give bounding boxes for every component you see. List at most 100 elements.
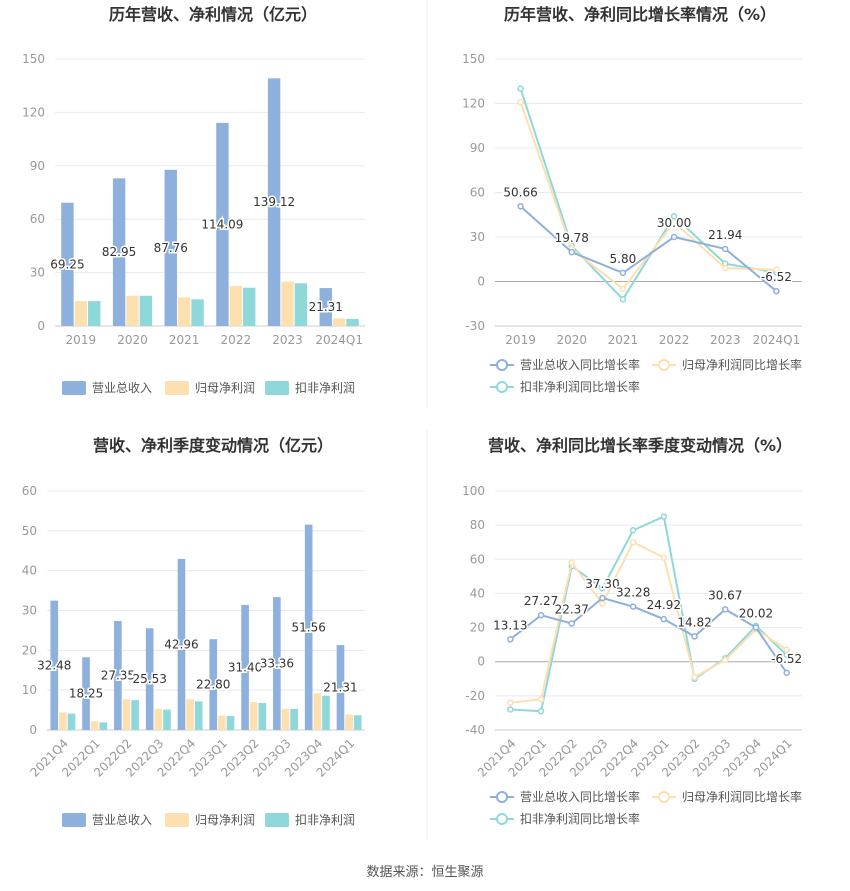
bar-parent-profit — [177, 297, 191, 326]
bar-deducted-profit — [99, 722, 108, 730]
bar-deducted-profit — [243, 287, 256, 326]
bar-deducted-profit — [346, 318, 359, 326]
y-tick-label: 90 — [30, 159, 45, 173]
y-tick-label: 120 — [462, 97, 485, 111]
data-label: 13.13 — [493, 618, 527, 632]
x-tick-label: 2022 — [659, 333, 690, 347]
data-label: 32.48 — [37, 658, 71, 672]
y-tick-label: 10 — [22, 683, 37, 697]
y-tick-label: 40 — [470, 586, 485, 600]
bar-revenue — [319, 288, 332, 326]
series-point — [599, 585, 606, 592]
legend-item[interactable]: 营业总收入 — [62, 813, 152, 827]
bar-parent-profit — [122, 699, 131, 730]
y-tick-label: 30 — [22, 604, 37, 618]
legend-label: 归母净利润 — [195, 813, 255, 827]
series-point — [722, 245, 729, 253]
series-line — [509, 596, 788, 674]
y-tick-label: 60 — [22, 484, 37, 498]
y-tick-label: 0 — [477, 655, 485, 669]
y-tick-label: 150 — [22, 52, 45, 66]
bar-deducted-profit — [226, 716, 235, 730]
legend-item[interactable]: 扣非净利润 — [265, 381, 355, 395]
series-point — [619, 269, 627, 277]
data-label: 114.09 — [201, 217, 243, 231]
legend-item[interactable]: 营业总收入同比增长率 — [490, 789, 640, 804]
bar-deducted-profit — [131, 700, 139, 730]
y-tick-label: 50 — [22, 524, 37, 538]
legend-item[interactable]: 扣非净利润同比增长率 — [490, 379, 640, 394]
legend-swatch-marker — [658, 791, 670, 803]
y-tick-label: 60 — [30, 212, 45, 226]
data-label: 27.35 — [101, 669, 135, 683]
legend-item[interactable]: 扣非净利润 — [265, 813, 355, 827]
series-point — [783, 646, 790, 654]
data-source-note: 数据来源：恒生聚源 — [366, 865, 483, 880]
legend-item[interactable]: 归母净利润 — [165, 813, 255, 827]
data-label: 27.27 — [524, 594, 558, 608]
bar-revenue — [177, 558, 186, 730]
legend-item[interactable]: 营业总收入同比增长率 — [490, 357, 640, 372]
legend-item[interactable]: 归母净利润 — [165, 381, 255, 395]
legend-label: 归母净利润同比增长率 — [682, 789, 802, 804]
data-label: 31.40 — [228, 660, 262, 674]
series-line — [510, 515, 788, 713]
x-tick-label: 2021 — [169, 333, 200, 347]
series-line — [519, 88, 777, 301]
data-label: 25.53 — [132, 672, 166, 686]
series-point — [629, 527, 637, 534]
legend-item[interactable]: 归母净利润同比增长率 — [652, 357, 802, 372]
data-label: 139.12 — [253, 195, 295, 209]
legend-label: 归母净利润同比增长率 — [682, 357, 802, 372]
bar-parent-profit — [186, 699, 194, 730]
y-tick-label: 60 — [470, 186, 485, 200]
bar-deducted-profit — [290, 708, 298, 730]
data-label: 32.28 — [616, 586, 650, 600]
series-point — [722, 264, 729, 272]
series-point — [568, 620, 575, 627]
bar-parent-profit — [332, 318, 346, 326]
legend-swatch-marker — [496, 813, 508, 825]
bar-revenue — [241, 604, 249, 730]
legend-item[interactable]: 营业总收入 — [62, 381, 152, 395]
series-point — [517, 203, 524, 210]
annual-amount-title: 历年营收、净利情况（亿元） — [109, 5, 317, 24]
legend-swatch-marker — [658, 359, 670, 371]
bar-parent-profit — [218, 715, 226, 730]
bar-parent-profit — [154, 708, 163, 730]
y-tick-label: 40 — [22, 564, 37, 578]
series-point — [537, 696, 545, 703]
bar-parent-profit — [74, 301, 88, 326]
bar-parent-profit — [281, 281, 294, 326]
bar-revenue — [267, 78, 281, 327]
data-label: 5.80 — [610, 252, 637, 266]
legend-swatch-marker — [496, 791, 508, 803]
bar-deducted-profit — [294, 283, 308, 326]
legend-item[interactable]: 扣非净利润同比增长率 — [490, 811, 640, 826]
series-point — [783, 669, 790, 677]
y-tick-label: 150 — [462, 52, 485, 66]
legend-label: 营业总收入同比增长率 — [520, 357, 640, 372]
data-label: 87.76 — [154, 241, 188, 255]
bar-revenue — [50, 600, 59, 730]
data-label: 51.56 — [291, 620, 325, 634]
data-label: 14.82 — [677, 615, 711, 629]
data-label: 22.37 — [555, 603, 589, 617]
y-tick-label: 0 — [29, 723, 37, 737]
data-label: 22.80 — [196, 678, 230, 692]
legend-swatch — [62, 813, 86, 827]
data-label: 33.36 — [260, 657, 294, 671]
series-point — [599, 600, 606, 607]
bar-revenue — [304, 524, 313, 730]
series-point — [517, 98, 524, 106]
bar-deducted-profit — [191, 299, 204, 326]
y-tick-label: 100 — [462, 484, 485, 498]
x-tick-label: 2023 — [710, 333, 741, 347]
bar-revenue — [114, 621, 122, 730]
legend-swatch — [62, 381, 86, 395]
x-tick-label: 2022 — [221, 333, 252, 347]
data-label: 82.95 — [102, 245, 136, 259]
quarterly-growth-title: 营收、净利同比增长率季度变动情况（%） — [488, 436, 792, 455]
legend-label: 归母净利润 — [195, 381, 255, 395]
legend-item[interactable]: 归母净利润同比增长率 — [652, 789, 802, 804]
